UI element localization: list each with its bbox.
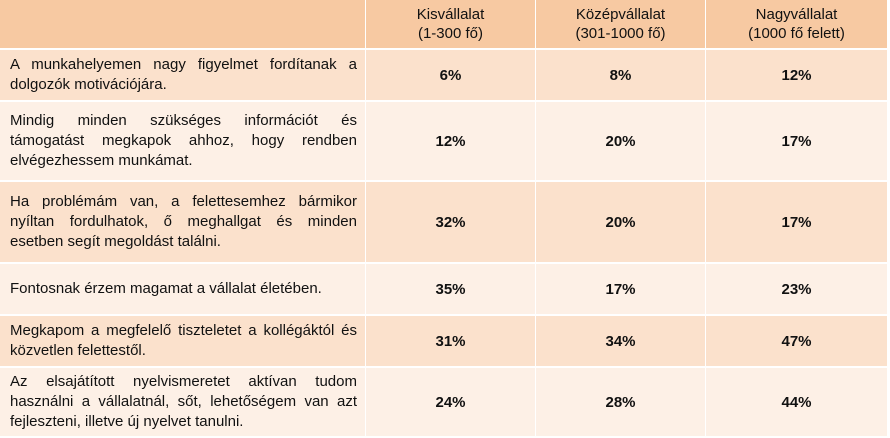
table-row: Megkapom a megfelelő tiszteletet a kollé… [0,316,888,368]
cell-small-value: 12% [366,102,536,182]
cell-medium-value: 28% [536,368,706,438]
cell-large-value: 23% [706,264,888,316]
cell-small-value: 32% [366,182,536,264]
cell-large-value: 44% [706,368,888,438]
cell-large-value: 17% [706,102,888,182]
row-statement: A munkahelyemen nagy figyelmet fordítana… [0,50,366,102]
table-row: Az elsajátított nyelvismeretet aktívan t… [0,368,888,438]
header-medium-company-name: Középvállalat [575,6,666,23]
cell-small-value: 35% [366,264,536,316]
row-statement: Megkapom a megfelelő tiszteletet a kollé… [0,316,366,368]
row-statement: Fontosnak érzem magamat a vállalat életé… [0,264,366,316]
table-row: A munkahelyemen nagy figyelmet fordítana… [0,50,888,102]
header-small-company: Kisvállalat (1-300 fő) [366,0,536,50]
row-statement: Mindig minden szükséges információt és t… [0,102,366,182]
table-row: Mindig minden szükséges információt és t… [0,102,888,182]
cell-large-value: 12% [706,50,888,102]
header-large-company: Nagyvállalat (1000 fő felett) [706,0,888,50]
cell-medium-value: 8% [536,50,706,102]
cell-medium-value: 20% [536,182,706,264]
header-small-company-name: Kisvállalat [416,6,485,23]
table-row: Ha problémám van, a felettesemhez bármik… [0,182,888,264]
cell-small-value: 31% [366,316,536,368]
header-medium-company: Középvállalat (301-1000 fő) [536,0,706,50]
header-row: Kisvállalat (1-300 fő) Középvállalat (301-… [0,0,888,50]
cell-medium-value: 20% [536,102,706,182]
cell-medium-value: 17% [536,264,706,316]
cell-large-value: 17% [706,182,888,264]
row-statement: Az elsajátított nyelvismeretet aktívan t… [0,368,366,438]
cell-small-value: 24% [366,368,536,438]
cell-large-value: 47% [706,316,888,368]
cell-small-value: 6% [366,50,536,102]
header-corner-cell [0,0,366,50]
table-row: Fontosnak érzem magamat a vállalat életé… [0,264,888,316]
row-statement: Ha problémám van, a felettesemhez bármik… [0,182,366,264]
header-large-company-name: Nagyvállalat [755,6,838,23]
cell-medium-value: 34% [536,316,706,368]
header-small-company-range: (1-300 fő) [417,25,484,42]
header-medium-company-range: (301-1000 fő) [575,25,666,42]
header-large-company-range: (1000 fő felett) [748,25,845,42]
